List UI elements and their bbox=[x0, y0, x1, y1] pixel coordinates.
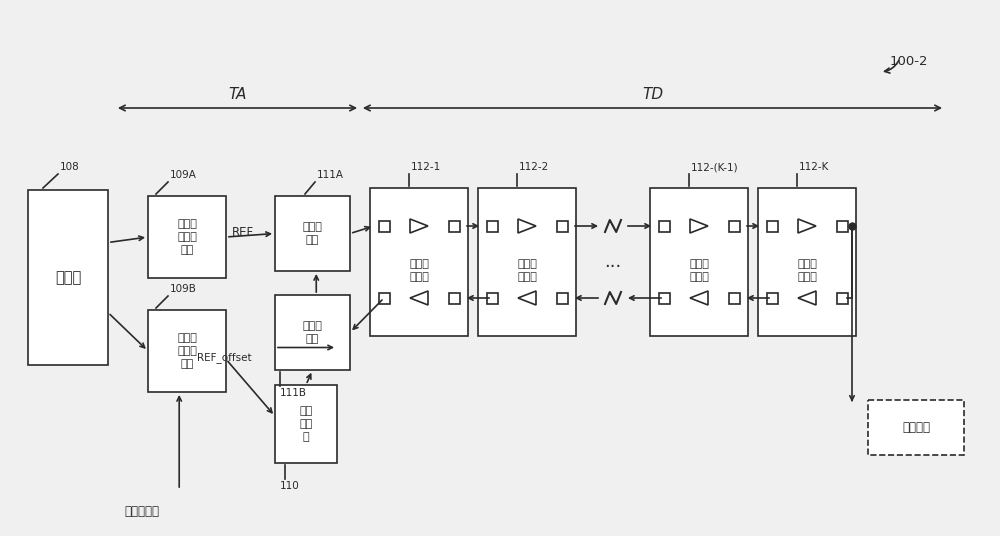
Text: 直接数
字合成
模块: 直接数 字合成 模块 bbox=[177, 219, 197, 255]
Bar bbox=[728, 293, 740, 303]
Bar bbox=[767, 293, 778, 303]
Bar bbox=[448, 220, 460, 232]
Bar bbox=[728, 220, 740, 232]
Text: 109A: 109A bbox=[170, 170, 197, 180]
Text: 直接数
字合成
模块: 直接数 字合成 模块 bbox=[177, 333, 197, 369]
Polygon shape bbox=[410, 219, 428, 233]
Text: 108: 108 bbox=[60, 162, 80, 172]
Polygon shape bbox=[690, 219, 708, 233]
Polygon shape bbox=[798, 219, 816, 233]
Bar bbox=[658, 293, 670, 303]
Bar bbox=[28, 190, 108, 365]
Bar bbox=[275, 385, 337, 463]
Bar bbox=[868, 400, 964, 455]
Bar bbox=[478, 188, 576, 336]
Text: 物理电路: 物理电路 bbox=[902, 421, 930, 434]
Bar bbox=[836, 220, 848, 232]
Text: REF: REF bbox=[232, 226, 254, 239]
Polygon shape bbox=[410, 291, 428, 305]
Text: 111B: 111B bbox=[280, 388, 307, 398]
Bar bbox=[556, 293, 568, 303]
Text: 100-2: 100-2 bbox=[890, 55, 928, 68]
Polygon shape bbox=[690, 291, 708, 305]
Bar bbox=[378, 220, 390, 232]
Text: TA: TA bbox=[228, 87, 247, 102]
Bar bbox=[148, 196, 226, 278]
Bar bbox=[556, 220, 568, 232]
Bar bbox=[486, 220, 498, 232]
Text: 时钟缓
冲器对: 时钟缓 冲器对 bbox=[689, 259, 709, 282]
Polygon shape bbox=[798, 291, 816, 305]
Text: 累加偏移码: 累加偏移码 bbox=[124, 505, 159, 518]
Bar bbox=[486, 293, 498, 303]
Bar bbox=[148, 310, 226, 392]
Text: 时钟缓
冲器对: 时钟缓 冲器对 bbox=[409, 259, 429, 282]
Bar bbox=[275, 196, 350, 271]
Text: 锁相环: 锁相环 bbox=[55, 270, 81, 285]
Polygon shape bbox=[518, 291, 536, 305]
Text: 112-2: 112-2 bbox=[519, 162, 549, 172]
Bar bbox=[448, 293, 460, 303]
Text: ...: ... bbox=[604, 253, 622, 271]
Text: 112-(K-1): 112-(K-1) bbox=[691, 162, 739, 172]
Bar bbox=[758, 188, 856, 336]
Text: REF_offset: REF_offset bbox=[197, 353, 252, 363]
Text: 时钟缓
冲器对: 时钟缓 冲器对 bbox=[797, 259, 817, 282]
Text: TD: TD bbox=[642, 87, 663, 102]
Bar bbox=[658, 220, 670, 232]
Polygon shape bbox=[518, 219, 536, 233]
Text: 111A: 111A bbox=[317, 170, 344, 180]
Text: 时钟缓
冲器对: 时钟缓 冲器对 bbox=[517, 259, 537, 282]
Text: 模拟延
迟线: 模拟延 迟线 bbox=[303, 222, 322, 245]
Bar bbox=[650, 188, 748, 336]
Bar bbox=[370, 188, 468, 336]
Text: 109B: 109B bbox=[170, 284, 197, 294]
Text: 110: 110 bbox=[280, 481, 300, 491]
Text: 模拟延
迟线: 模拟延 迟线 bbox=[303, 321, 322, 344]
Text: 112-K: 112-K bbox=[799, 162, 830, 172]
Bar bbox=[836, 293, 848, 303]
Bar bbox=[767, 220, 778, 232]
Text: 相位
检测
器: 相位 检测 器 bbox=[299, 406, 313, 442]
Bar bbox=[275, 295, 350, 370]
Bar bbox=[378, 293, 390, 303]
Text: 112-1: 112-1 bbox=[411, 162, 441, 172]
